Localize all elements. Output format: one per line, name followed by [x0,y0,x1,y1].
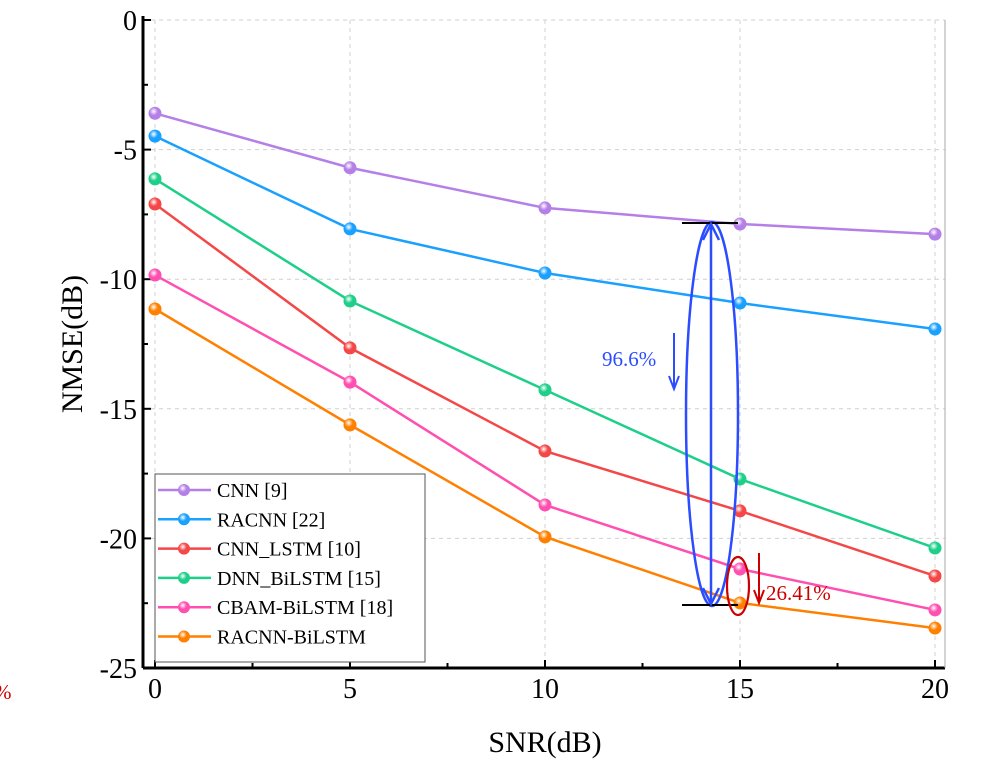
clipped-percent-annotation: % [0,680,12,704]
data-point [343,341,357,355]
data-point [538,498,552,512]
data-point [148,268,162,282]
data-point [538,383,552,397]
data-point [148,172,162,186]
legend-box [154,473,426,663]
data-point [343,294,357,308]
data-point [733,504,747,518]
legend-marker [178,513,190,526]
x-tick-label: 5 [343,674,357,705]
data-point [928,227,942,241]
legend-marker [178,542,190,555]
data-point [343,222,357,236]
data-point [538,530,552,544]
arrowhead-up [701,221,721,241]
data-point [148,106,162,120]
y-tick-label: -20 [100,524,137,555]
legend-label: RACNN-BiLSTM [217,627,366,649]
data-point [928,541,942,555]
x-tick-label: 10 [531,674,559,705]
legend-label: CBAM-BiLSTM [18] [217,597,393,619]
improvement-ellipse-red [725,555,751,617]
legend-marker [178,571,190,584]
arrowhead-down [701,587,721,607]
x-tick-label: 20 [921,674,949,705]
down-arrow-blue-head [668,375,680,392]
data-point [148,302,162,316]
y-tick-label: -25 [100,654,137,685]
data-point [928,322,942,336]
x-tick-label: 0 [148,674,162,705]
legend-label: CNN_LSTM [10] [217,539,361,561]
data-point [538,444,552,458]
data-point [928,621,942,635]
data-point [538,201,552,215]
data-point [148,129,162,143]
legend-marker [178,484,190,496]
y-axis-label: NMSE(dB) [56,275,89,413]
y-tick-label: -10 [100,265,137,296]
data-point [733,562,747,576]
data-point [733,296,747,310]
y-tick-label: -5 [114,136,137,167]
y-tick-label: -15 [100,395,137,426]
data-point [733,596,747,610]
data-point [148,197,162,211]
legend-marker [178,630,190,643]
data-point [343,161,357,175]
down-arrow-red-head [753,589,765,606]
x-axis-label: SNR(dB) [488,726,601,759]
x-tick-label: 15 [726,674,754,705]
data-point [343,418,357,432]
data-point [928,603,942,617]
annotation-26-41: 26.41% [766,581,831,605]
legend-label: DNN_BiLSTM [15] [217,568,381,590]
data-point [538,266,552,280]
data-point [733,217,747,231]
data-point [928,569,942,583]
annotation-96-6: 96.6% [602,347,656,371]
y-tick-label: 0 [123,6,137,37]
data-point [343,375,357,389]
legend-marker [178,601,190,614]
legend-label: CNN [9] [217,480,288,502]
legend-label: RACNN [22] [217,509,325,531]
